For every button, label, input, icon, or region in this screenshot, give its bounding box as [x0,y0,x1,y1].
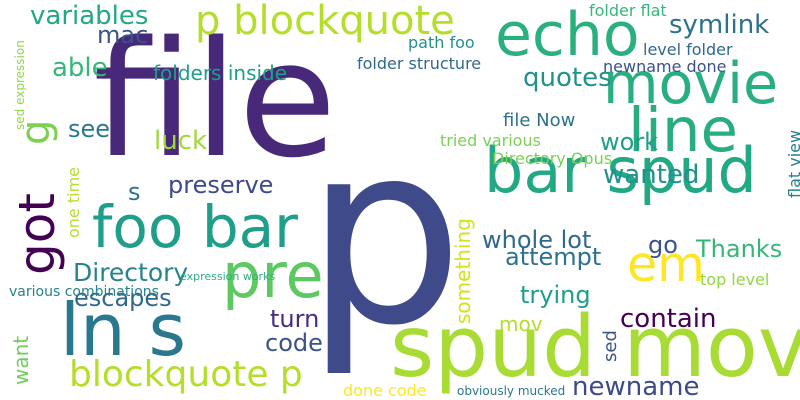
word-obviously-mucked: obviously mucked [457,384,566,398]
word-s: s [128,178,141,206]
word-one-time: one time [64,166,83,238]
word-escapes: escapes [74,284,172,312]
word-newname: newname [572,372,700,400]
word-wanted: wanted [603,160,700,190]
word-sed-expression: sed expression [13,40,27,130]
word-done-code: done code [343,381,427,400]
word-flat-view: flat view [785,129,800,198]
word-directory-opus: Directory Opus [492,149,613,168]
word-something: something [451,218,475,324]
word-line: line [628,95,739,166]
word-code: code [265,329,323,357]
word-blockquote-p: blockquote p [69,354,303,395]
word-spud-mov: spud mov [390,298,800,397]
word-contain: contain [620,304,717,334]
word-got: got [8,193,66,275]
word-mac: mac [97,21,149,49]
word-turn: turn [270,305,320,333]
word-variables: variables [30,1,149,31]
word-sed: sed [600,330,621,362]
word-bar-spud: bar spud [484,134,757,207]
word-work: work [600,128,659,156]
word-luck: luck [154,126,208,156]
word-symlink: symlink [669,10,770,40]
word-tried-various: tried various [440,131,541,150]
word-file: file [93,6,337,193]
word-top-level: top level [700,270,770,289]
word-p-blockquote: p blockquote [195,0,455,44]
word-foo-bar: foo bar [92,193,299,261]
word-expression-works: expression works [180,270,276,283]
word-able: able [52,53,108,83]
word-file-now: file Now [503,110,576,131]
word-preserve: preserve [168,171,274,199]
word-folder-flat: folder flat [589,1,667,20]
word-want: want [9,335,33,385]
word-movie: movie [603,51,779,117]
word-go: go [648,231,678,259]
word-newname-done: newname done [603,57,727,76]
word-level-folder: level folder [643,40,733,59]
word-echo: echo [495,0,640,70]
word-various-combinations: various combinations [9,284,159,300]
word-pre: pre [222,239,324,312]
word-folders-inside: folders inside [153,61,288,85]
word-attempt: attempt [505,243,602,271]
word-folder-structure: folder structure [357,54,482,73]
word-whole-lot: whole lot [482,226,592,254]
word-ln-s: ln s [60,288,187,372]
word-em: em [627,236,705,293]
word-path-foo: path foo [408,33,475,52]
word-thanks: Thanks [696,235,783,263]
word-directory: Directory [73,258,189,287]
word-see: see [68,115,111,143]
word-quotes: quotes [523,63,612,93]
word-mov: mov [499,312,543,336]
word-p: p [305,89,464,380]
word-trying: trying [520,281,591,309]
